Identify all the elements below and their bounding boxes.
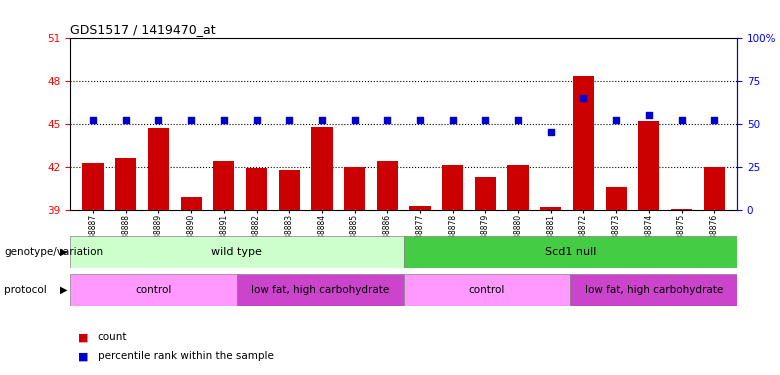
Text: ■: ■ [78,351,88,361]
Bar [638,121,659,210]
Point [250,117,263,123]
Bar [475,177,496,210]
Bar [148,128,169,210]
Text: protocol: protocol [4,285,47,295]
Bar [311,127,332,210]
Point [119,117,132,123]
Bar [115,158,136,210]
Text: ■: ■ [78,333,88,342]
Bar [442,165,463,210]
Bar [180,197,202,210]
Bar [377,161,398,210]
Bar [246,168,268,210]
Text: GDS1517 / 1419470_at: GDS1517 / 1419470_at [70,23,216,36]
Bar [278,170,300,210]
Text: Scd1 null: Scd1 null [544,247,596,257]
Point [446,117,459,123]
Point [610,117,622,123]
Bar [540,207,562,210]
Point [349,117,361,123]
Bar [213,161,235,210]
Bar [237,274,403,306]
Point [643,112,655,118]
Text: control: control [469,285,505,295]
Text: control: control [136,285,172,295]
Bar [605,187,627,210]
Point [87,117,99,123]
Bar [410,206,431,210]
Text: wild type: wild type [211,247,262,257]
Bar [704,167,725,210]
Point [152,117,165,123]
Bar [573,76,594,210]
Point [185,117,197,123]
Bar [344,167,365,210]
Point [544,129,557,135]
Point [577,95,590,101]
Point [413,117,426,123]
Point [316,117,328,123]
Text: percentile rank within the sample: percentile rank within the sample [98,351,273,361]
Text: low fat, high carbohydrate: low fat, high carbohydrate [585,285,723,295]
Text: count: count [98,333,127,342]
Bar [70,236,403,268]
Point [675,117,688,123]
Point [708,117,721,123]
Text: genotype/variation: genotype/variation [4,247,103,257]
Bar [83,163,104,210]
Point [381,117,394,123]
Text: low fat, high carbohydrate: low fat, high carbohydrate [251,285,389,295]
Text: ▶: ▶ [60,247,68,257]
Point [512,117,524,123]
Bar [570,274,737,306]
Point [218,117,230,123]
Bar [403,274,570,306]
Point [283,117,296,123]
Bar [671,209,692,210]
Bar [403,236,737,268]
Bar [508,165,529,210]
Point [479,117,491,123]
Bar [70,274,237,306]
Text: ▶: ▶ [60,285,68,295]
